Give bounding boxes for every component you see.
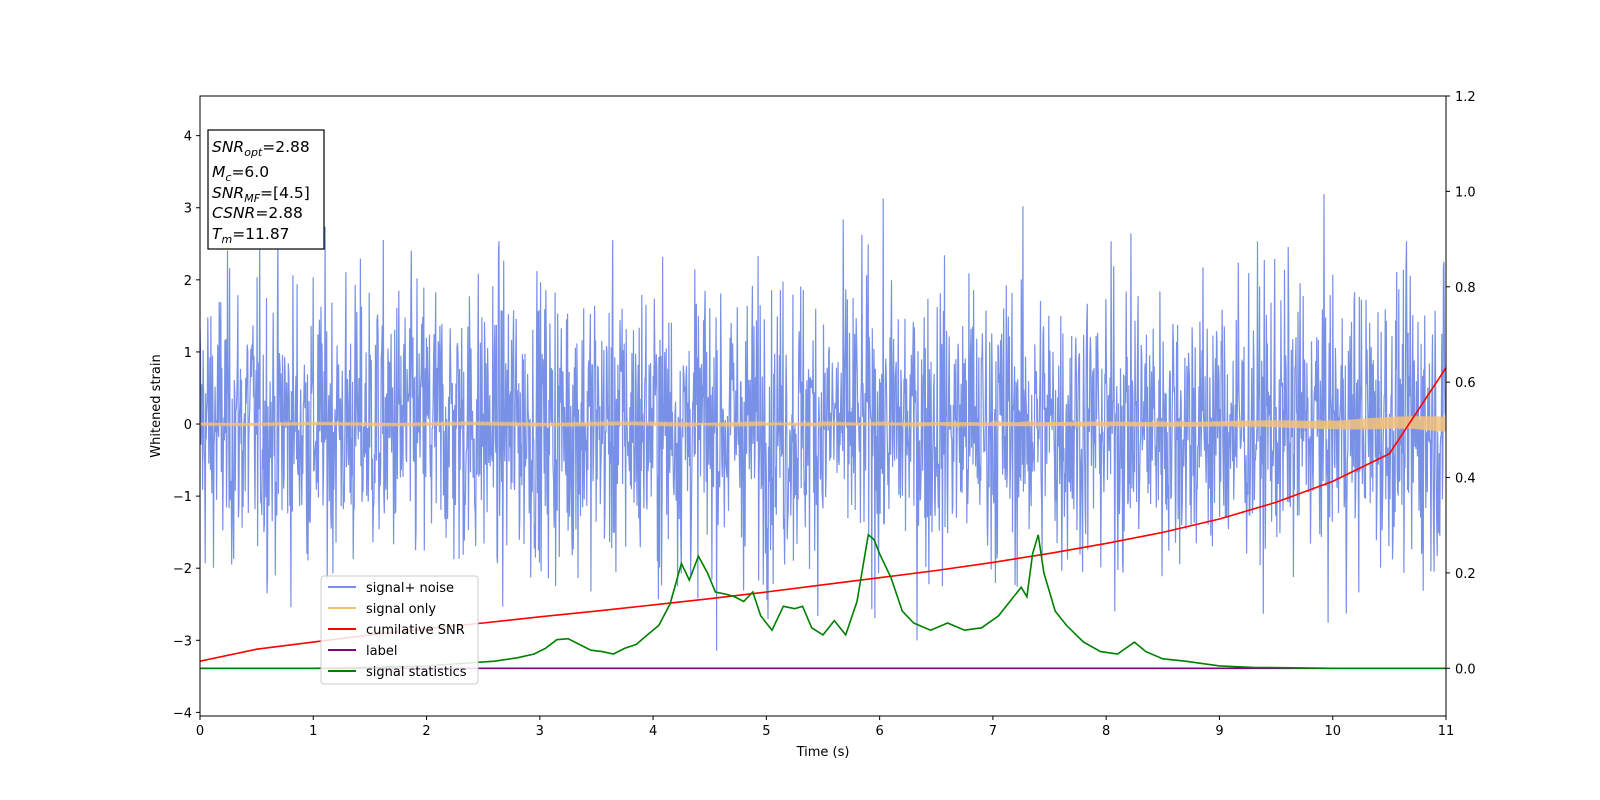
y-tick-label: 2 <box>184 274 192 289</box>
x-tick-label: 2 <box>422 724 430 739</box>
x-axis-label: Time (s) <box>796 745 850 760</box>
x-tick-label: 9 <box>1215 724 1223 739</box>
y-tick-label: 1 <box>184 346 192 361</box>
x-tick-label: 10 <box>1324 724 1341 739</box>
signal-noise-series <box>200 193 1446 651</box>
y-tick-label: 0 <box>184 418 192 433</box>
x-tick-label: 8 <box>1102 724 1110 739</box>
x-tick-label: 4 <box>649 724 657 739</box>
legend-label: cumilative SNR <box>366 623 465 638</box>
y2-tick-label: 1.2 <box>1455 90 1476 105</box>
plot-frame <box>199 95 1447 717</box>
y-tick-label: −3 <box>173 634 192 649</box>
legend-frame <box>320 575 479 685</box>
y-tick-label: 4 <box>184 130 192 145</box>
y2-tick-label: 0.6 <box>1455 376 1476 391</box>
info-box-line: CSNR=2.88 <box>212 204 303 222</box>
x-tick-label: 3 <box>536 724 544 739</box>
info-box-frame <box>207 129 325 250</box>
x-tick-label: 7 <box>989 724 997 739</box>
info-box-line: SNRopt=2.88 <box>212 138 310 159</box>
x-tick-label: 0 <box>196 724 204 739</box>
info-box-line: Mc=6.0 <box>212 163 269 184</box>
x-tick-label: 11 <box>1438 724 1455 739</box>
legend-label: signal+ noise <box>366 581 454 596</box>
y-tick-label: −4 <box>173 706 192 721</box>
y2-tick-label: 0.8 <box>1455 281 1476 296</box>
legend-label: signal statistics <box>366 665 467 680</box>
legend-label: signal only <box>366 602 436 617</box>
x-tick-label: 6 <box>875 724 883 739</box>
x-axis: 0 1 2 3 4 5 6 7 8 9 10 11 <box>196 716 1454 739</box>
y-axis-left: −4 −3 −2 −1 0 1 2 3 4 <box>173 130 200 721</box>
y-tick-label: −2 <box>173 562 192 577</box>
y2-tick-label: 0.4 <box>1455 472 1476 487</box>
signal-statistics-line <box>200 533 1446 670</box>
y-axis-label: Whitened strain <box>149 354 164 457</box>
signal-noise-line <box>200 193 1446 651</box>
y2-tick-label: 1.0 <box>1455 185 1476 200</box>
y-axis-right: 0.0 0.2 0.4 0.6 0.8 1.0 1.2 <box>1446 90 1476 677</box>
x-tick-label: 5 <box>762 724 770 739</box>
x-tick-label: 1 <box>309 724 317 739</box>
info-box-line: Tm=11.87 <box>212 225 290 246</box>
y-tick-label: −1 <box>173 490 192 505</box>
info-box-line: SNRMF=[4.5] <box>212 184 310 205</box>
legend-label: label <box>366 644 397 659</box>
signal-only-line <box>200 416 1446 432</box>
y2-tick-label: 0.0 <box>1455 662 1476 677</box>
y-tick-label: 3 <box>184 202 192 217</box>
legend: signal+ noise signal only cumilative SNR la… <box>320 575 479 685</box>
y2-tick-label: 0.2 <box>1455 567 1476 582</box>
